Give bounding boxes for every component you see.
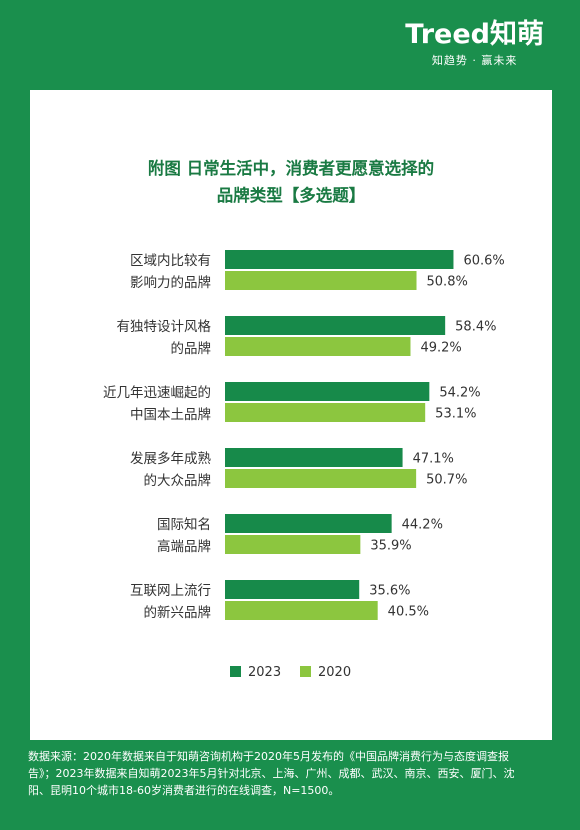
bar-2023 xyxy=(225,382,430,401)
bar-2023 xyxy=(225,316,446,335)
category-label: 区域内比较有 xyxy=(130,253,211,269)
bar-2020 xyxy=(225,469,417,488)
category-label: 近几年迅速崛起的 xyxy=(103,385,211,401)
chart-title-line1: 附图 日常生活中，消费者更愿意选择的 xyxy=(147,159,435,178)
value-label: 58.4% xyxy=(455,320,496,335)
source-note-line3: 阳、昆明10个城市18-60岁消费者进行的在线调查，N=1500。 xyxy=(28,784,340,797)
bar-2023 xyxy=(225,250,454,269)
brand-block: Treed知萌 知趋势 · 赢未来 xyxy=(405,20,544,68)
legend-swatch-2023 xyxy=(230,666,241,677)
bar-2020 xyxy=(225,601,378,620)
legend-swatch-2020 xyxy=(300,666,311,677)
value-label: 47.1% xyxy=(413,452,454,467)
value-label: 35.9% xyxy=(370,539,411,554)
source-note-line1: 数据来源：2020年数据来自于知萌咨询机构于2020年5月发布的《中国品牌消费行… xyxy=(28,750,509,763)
bar-2020 xyxy=(225,403,426,422)
category-label: 的新兴品牌 xyxy=(144,604,212,621)
source-note: 数据来源：2020年数据来自于知萌咨询机构于2020年5月发布的《中国品牌消费行… xyxy=(28,748,558,799)
legend-label-2020: 2020 xyxy=(318,665,351,680)
value-label: 54.2% xyxy=(439,386,480,401)
value-label: 40.5% xyxy=(388,605,429,620)
category-label: 影响力的品牌 xyxy=(130,274,211,291)
category-label: 国际知名 xyxy=(157,516,211,533)
chart-title-line2: 品牌类型【多选题】 xyxy=(216,186,366,205)
brand-tagline: 知趋势 · 赢未来 xyxy=(431,54,518,67)
category-label: 有独特设计风格 xyxy=(117,319,212,335)
category-label: 发展多年成熟 xyxy=(130,450,211,467)
value-label: 50.7% xyxy=(426,473,467,488)
value-label: 49.2% xyxy=(420,341,461,356)
category-label: 中国本土品牌 xyxy=(130,406,211,423)
bar-2020 xyxy=(225,337,411,356)
category-label: 互联网上流行 xyxy=(130,583,211,599)
value-label: 50.8% xyxy=(427,275,468,290)
bar-2020 xyxy=(225,271,417,290)
bar-2020 xyxy=(225,535,361,554)
category-label: 的品牌 xyxy=(171,340,212,357)
category-label: 的大众品牌 xyxy=(144,472,212,489)
legend-label-2023: 2023 xyxy=(248,665,281,680)
chart-panel: 附图 日常生活中，消费者更愿意选择的 品牌类型【多选题】 区域内比较有 影响力的品… xyxy=(30,90,552,740)
bar-2023 xyxy=(225,580,360,599)
value-label: 53.1% xyxy=(435,407,476,422)
value-label: 44.2% xyxy=(402,518,443,533)
category-label: 高端品牌 xyxy=(157,538,211,555)
value-label: 35.6% xyxy=(369,584,410,599)
bar-2023 xyxy=(225,448,403,467)
bar-2023 xyxy=(225,514,392,533)
brand-logo: Treed知萌 xyxy=(405,19,544,50)
value-label: 60.6% xyxy=(463,254,504,269)
source-note-line2: 告》；2023年数据来自知萌2023年5月针对北京、上海、广州、成都、武汉、南京… xyxy=(28,767,515,780)
